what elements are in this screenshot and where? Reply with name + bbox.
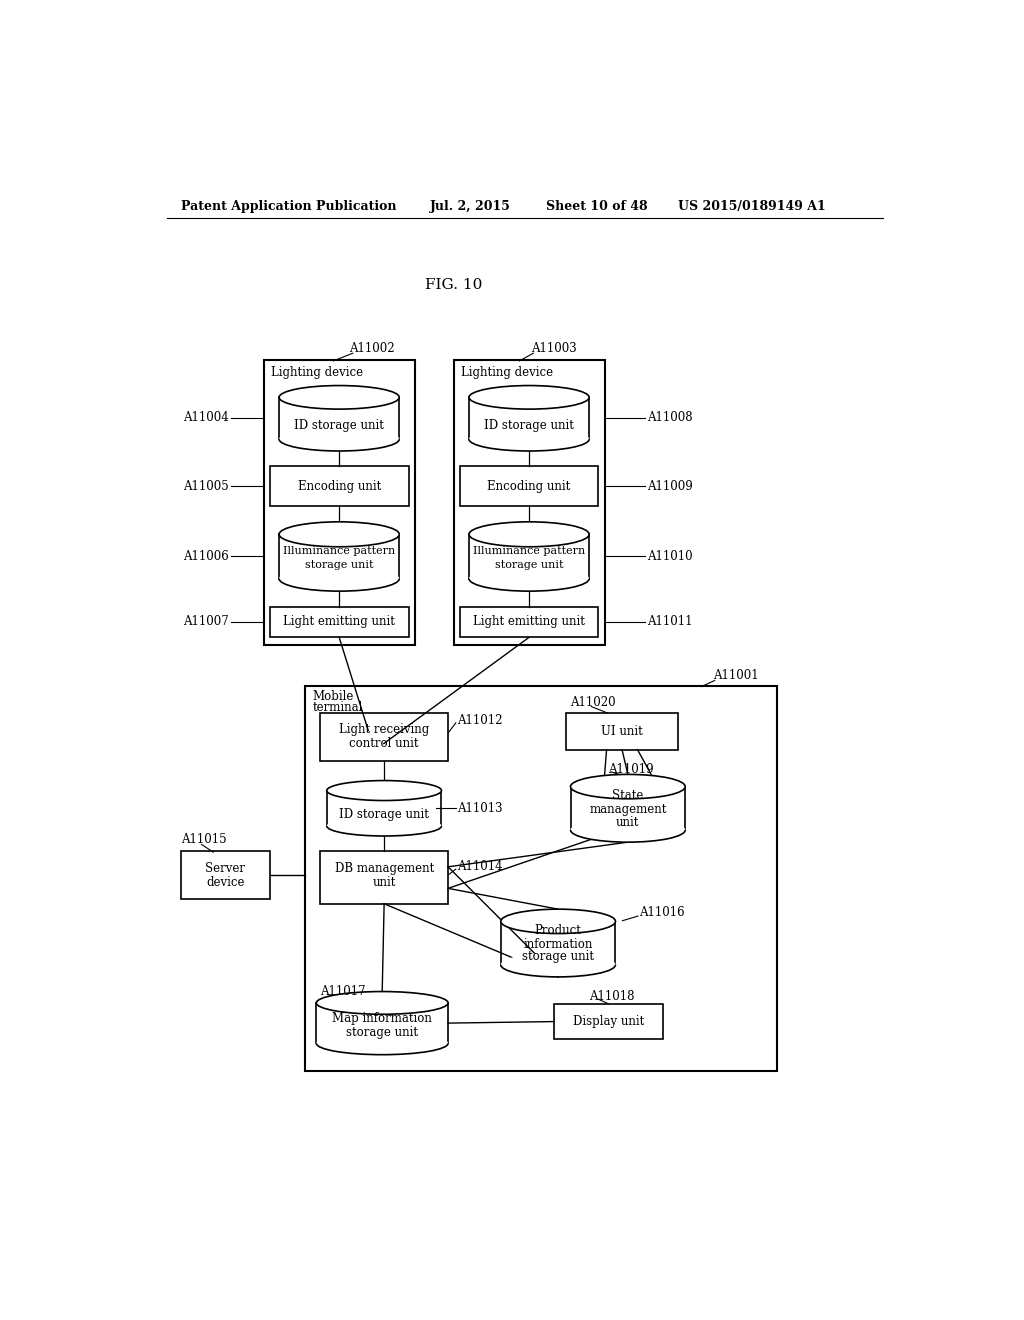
Text: control unit: control unit — [349, 737, 419, 750]
Ellipse shape — [327, 780, 441, 800]
Text: A11015: A11015 — [180, 833, 226, 846]
Text: A11009: A11009 — [647, 480, 693, 492]
Ellipse shape — [469, 521, 589, 546]
Bar — [469, 535, 589, 578]
Bar — [321, 851, 449, 904]
Text: management: management — [589, 804, 667, 816]
Text: ID storage unit: ID storage unit — [484, 418, 574, 432]
Text: storage unit: storage unit — [346, 1026, 418, 1039]
Bar — [305, 686, 777, 1071]
Text: A11018: A11018 — [589, 990, 635, 1003]
Ellipse shape — [316, 1032, 449, 1055]
Text: Server: Server — [205, 862, 246, 875]
Ellipse shape — [280, 521, 399, 546]
Bar — [454, 360, 604, 645]
Ellipse shape — [570, 818, 685, 842]
Bar — [469, 397, 589, 440]
Text: A11003: A11003 — [531, 342, 577, 355]
Ellipse shape — [469, 428, 589, 451]
Text: A11007: A11007 — [183, 615, 228, 628]
Ellipse shape — [469, 385, 589, 409]
Text: A11002: A11002 — [349, 342, 394, 355]
Bar — [280, 535, 399, 578]
Text: storage unit: storage unit — [495, 560, 563, 570]
Text: A11017: A11017 — [321, 985, 366, 998]
Text: A11016: A11016 — [640, 907, 685, 920]
Text: A11010: A11010 — [647, 550, 693, 564]
Text: terminal: terminal — [312, 701, 362, 714]
Text: A11011: A11011 — [647, 615, 693, 628]
Text: A11020: A11020 — [569, 696, 615, 709]
Text: Encoding unit: Encoding unit — [298, 480, 381, 492]
Text: A11005: A11005 — [183, 480, 228, 492]
Text: A11006: A11006 — [183, 550, 228, 564]
Bar — [270, 607, 409, 638]
Bar — [327, 791, 441, 826]
Text: FIG. 10: FIG. 10 — [425, 279, 482, 293]
Ellipse shape — [316, 991, 449, 1014]
Text: Light emitting unit: Light emitting unit — [284, 615, 395, 628]
Text: State: State — [612, 789, 643, 803]
Text: US 2015/0189149 A1: US 2015/0189149 A1 — [678, 199, 826, 213]
Bar — [460, 607, 598, 638]
Text: information: information — [523, 939, 593, 952]
Text: A11019: A11019 — [608, 763, 654, 776]
Text: device: device — [206, 875, 245, 888]
Ellipse shape — [469, 566, 589, 591]
Ellipse shape — [570, 775, 685, 799]
Text: storage unit: storage unit — [305, 560, 374, 570]
Bar — [501, 921, 615, 965]
Text: Illuminance pattern: Illuminance pattern — [473, 546, 585, 556]
Text: Patent Application Publication: Patent Application Publication — [180, 199, 396, 213]
Ellipse shape — [280, 566, 399, 591]
Bar — [280, 397, 399, 440]
Text: Lighting device: Lighting device — [461, 366, 553, 379]
Text: Mobile: Mobile — [312, 690, 354, 704]
Bar — [554, 1003, 663, 1039]
Text: ID storage unit: ID storage unit — [339, 808, 429, 821]
Ellipse shape — [327, 816, 441, 836]
Ellipse shape — [501, 953, 615, 977]
Text: storage unit: storage unit — [522, 950, 594, 964]
Text: Light emitting unit: Light emitting unit — [473, 615, 585, 628]
Text: Light receiving: Light receiving — [339, 723, 429, 737]
Text: A11014: A11014 — [458, 861, 503, 874]
Text: Sheet 10 of 48: Sheet 10 of 48 — [547, 199, 648, 213]
Text: A11012: A11012 — [458, 714, 503, 727]
Text: A11004: A11004 — [183, 412, 228, 425]
Bar — [316, 1003, 449, 1043]
Text: A11001: A11001 — [713, 669, 759, 682]
Bar — [263, 360, 415, 645]
Text: UI unit: UI unit — [601, 725, 643, 738]
Text: DB management: DB management — [335, 862, 434, 875]
Text: Jul. 2, 2015: Jul. 2, 2015 — [430, 199, 511, 213]
Text: Display unit: Display unit — [572, 1015, 644, 1028]
Text: Lighting device: Lighting device — [271, 366, 364, 379]
Bar — [321, 713, 449, 760]
Text: A11008: A11008 — [647, 412, 693, 425]
Ellipse shape — [501, 909, 615, 933]
Text: A11013: A11013 — [458, 801, 503, 814]
Bar — [180, 851, 270, 899]
Text: Encoding unit: Encoding unit — [487, 480, 570, 492]
Ellipse shape — [280, 428, 399, 451]
Text: ID storage unit: ID storage unit — [294, 418, 384, 432]
Text: unit: unit — [373, 875, 396, 888]
Bar — [570, 787, 685, 830]
Text: Map information: Map information — [332, 1012, 432, 1026]
Bar — [566, 713, 678, 750]
Ellipse shape — [280, 385, 399, 409]
Bar — [460, 466, 598, 507]
Text: Illuminance pattern: Illuminance pattern — [283, 546, 395, 556]
Text: Product: Product — [535, 924, 582, 937]
Bar — [270, 466, 409, 507]
Text: unit: unit — [616, 816, 640, 829]
